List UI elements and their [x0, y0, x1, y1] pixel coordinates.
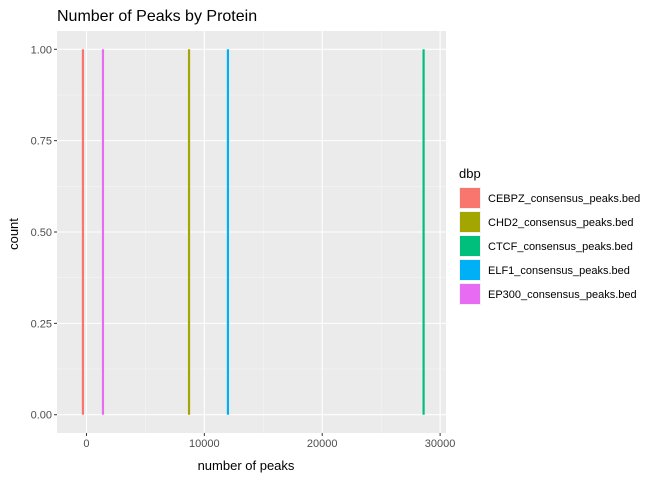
legend-label: ELF1_consensus_peaks.bed — [488, 265, 630, 277]
histogram-bar — [226, 49, 230, 415]
axes: 0 10000 20000 30000 0.00 0.25 0.50 0.75 1.00 — [31, 44, 456, 450]
x-tick-label: 30000 — [425, 438, 456, 450]
grid-lines — [57, 31, 446, 433]
legend-label: CTCF_consensus_peaks.bed — [488, 241, 633, 253]
y-tick-label: 0.25 — [31, 318, 52, 330]
legend-swatch — [460, 284, 480, 304]
histogram-bar — [422, 49, 425, 415]
legend-label: EP300_consensus_peaks.bed — [488, 289, 637, 301]
legend-label: CEBPZ_consensus_peaks.bed — [488, 193, 640, 205]
x-tick-label: 20000 — [307, 438, 338, 450]
legend-swatch — [460, 212, 480, 232]
histogram-bar — [81, 49, 85, 415]
legend-swatch — [460, 260, 480, 280]
legend-swatch — [460, 188, 480, 208]
legend: dbp CEBPZ_consensus_peaks.bed CHD2_consen… — [459, 166, 640, 305]
legend-label: CHD2_consensus_peaks.bed — [488, 217, 634, 229]
y-tick-label: 0.50 — [31, 227, 52, 239]
histogram-bars — [81, 49, 425, 415]
legend-title: dbp — [459, 166, 481, 181]
x-axis-title: number of peaks — [198, 458, 295, 473]
histogram-bar — [187, 49, 191, 415]
y-axis-title: count — [6, 218, 21, 250]
x-tick-label: 10000 — [189, 438, 220, 450]
x-tick-label: 0 — [83, 438, 89, 450]
y-tick-label: 0.75 — [31, 136, 52, 148]
histogram-bar — [101, 49, 105, 415]
legend-swatch — [460, 236, 480, 256]
chart-title: Number of Peaks by Protein — [57, 8, 257, 25]
y-tick-label: 0.00 — [31, 410, 52, 422]
y-tick-label: 1.00 — [31, 44, 52, 56]
